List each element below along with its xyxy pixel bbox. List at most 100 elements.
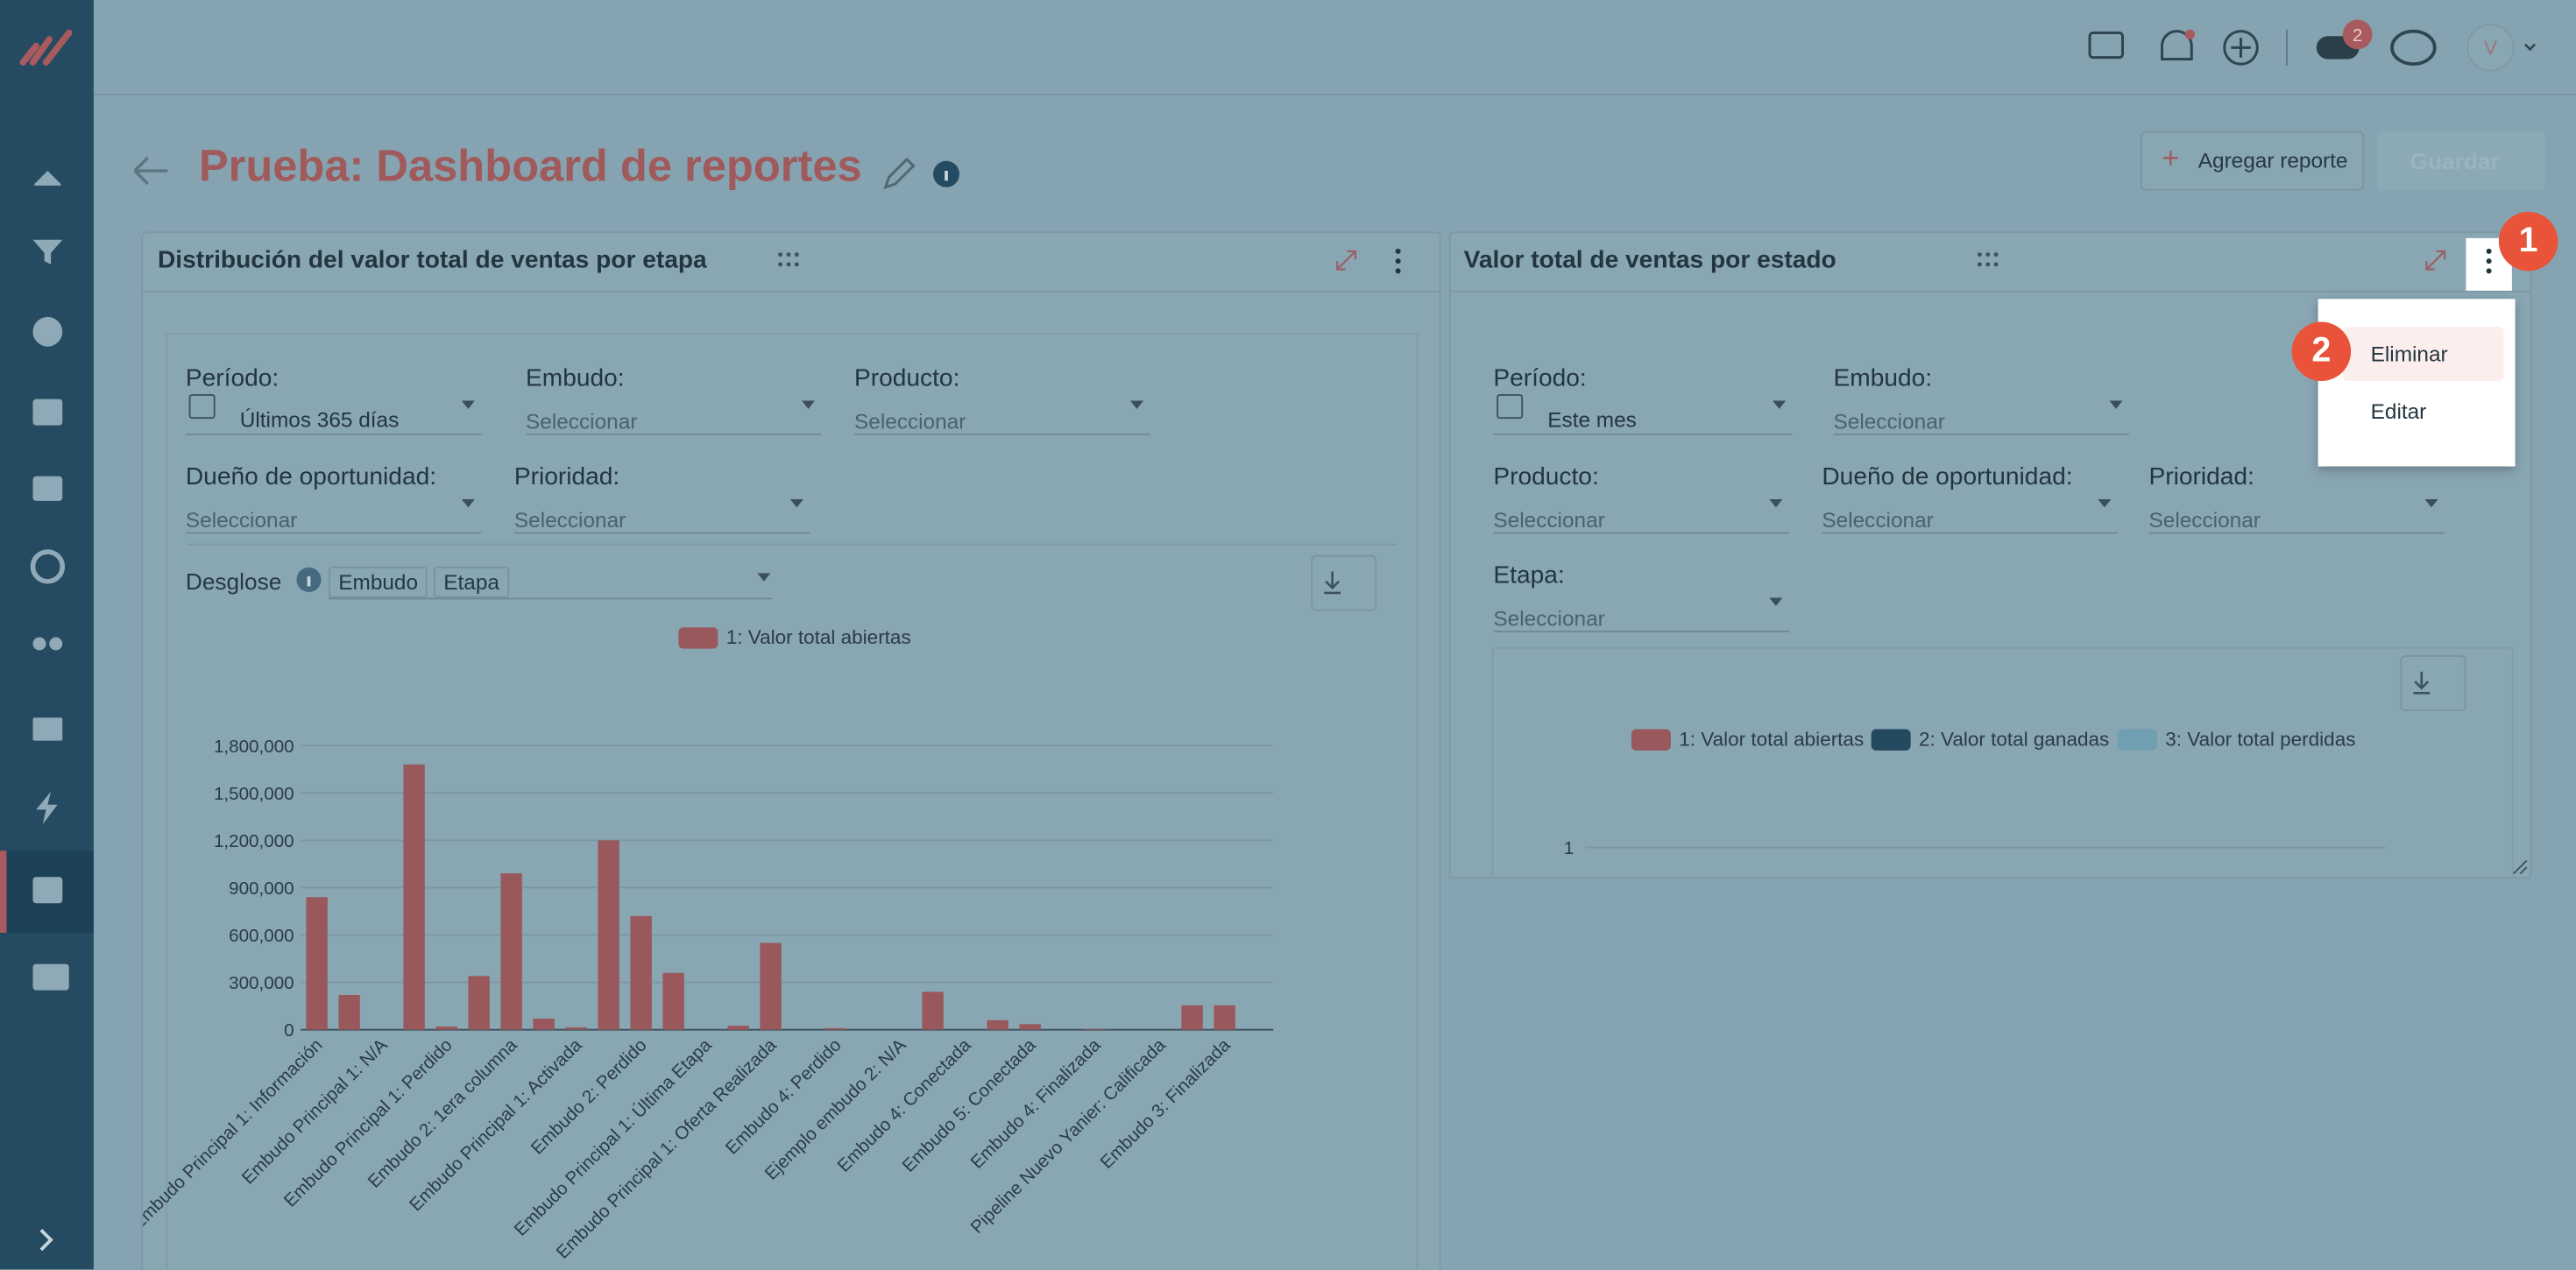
report-body <box>1491 646 2514 878</box>
filter-caret <box>1769 597 1783 606</box>
breakdown-caret <box>757 573 771 582</box>
add-report-button[interactable] <box>2141 131 2365 191</box>
filter-select[interactable]: Este mes <box>1547 407 1637 433</box>
download-button[interactable] <box>2400 655 2466 711</box>
bar <box>824 1027 846 1030</box>
filter-label: Prioridad: <box>513 462 620 491</box>
filter-underline <box>1493 532 1789 534</box>
calendar-icon <box>1497 394 1524 420</box>
legend-swatch <box>1631 729 1671 751</box>
support-icon[interactable] <box>2390 29 2437 66</box>
reports-icon[interactable] <box>32 316 63 347</box>
funnel-icon[interactable] <box>32 239 63 265</box>
filter-underline <box>185 532 482 534</box>
avatar-caret[interactable] <box>2523 43 2537 52</box>
legend-label: 1: Valor total abiertas <box>1679 728 1864 750</box>
expand-sidebar[interactable] <box>39 1229 53 1252</box>
filter-caret <box>461 400 475 409</box>
filters-divider <box>187 543 1397 546</box>
calendar-icon[interactable] <box>32 399 63 426</box>
breakdown-chip[interactable]: Etapa <box>434 566 510 598</box>
filter-caret <box>1130 400 1143 409</box>
bar <box>1214 1005 1235 1030</box>
breakdown-label: Desglose <box>185 568 282 595</box>
panel-title: Distribución del valor total de ventas p… <box>158 246 707 275</box>
dashboards-icon[interactable] <box>32 877 63 904</box>
menu-item-delete[interactable]: Eliminar <box>2370 342 2448 367</box>
bar <box>1019 1024 1041 1030</box>
breakdown-select[interactable] <box>329 565 773 600</box>
expand-icon[interactable] <box>1336 250 1356 271</box>
bar <box>987 1020 1008 1030</box>
filter-caret <box>461 499 475 508</box>
dashboard-title: Prueba: Dashboard de reportes <box>198 141 862 191</box>
y-tick-label: 1,200,000 <box>214 831 294 851</box>
target-icon[interactable] <box>30 549 66 584</box>
mail-icon[interactable] <box>32 717 63 741</box>
bar <box>727 1026 749 1030</box>
filter-caret <box>2098 499 2112 508</box>
filter-select[interactable]: Seleccionar <box>1493 507 1605 533</box>
panel-title: Valor total de ventas por estado <box>1463 246 1836 275</box>
drag-handle[interactable] <box>778 252 1999 267</box>
legend-label: 2: Valor total ganadas <box>1919 728 2109 750</box>
y-tick-label: 300,000 <box>229 973 294 993</box>
filter-caret <box>1769 499 1783 508</box>
messages-icon[interactable] <box>2088 32 2124 60</box>
bar <box>565 1027 587 1030</box>
filter-label: Período: <box>1493 364 1587 393</box>
avatar[interactable] <box>2466 24 2515 72</box>
chat-icon[interactable] <box>32 963 69 991</box>
filter-caret <box>2424 499 2438 508</box>
resize-handle[interactable] <box>2513 859 2528 875</box>
breakdown-info[interactable] <box>296 567 326 596</box>
filter-select[interactable]: Seleccionar <box>185 507 298 533</box>
filter-caret <box>1773 400 1787 409</box>
filter-label: Producto: <box>854 364 960 393</box>
filter-select[interactable]: Seleccionar <box>2148 507 2261 533</box>
download-button[interactable] <box>1311 554 1377 611</box>
filter-caret <box>802 400 815 409</box>
contacts-icon[interactable] <box>32 637 46 651</box>
active-marker <box>0 850 7 933</box>
right-chart: 1 1: Valor total abiertas 2: Valor total g… <box>1564 728 2386 858</box>
filter-select[interactable]: Seleccionar <box>1822 507 1934 533</box>
filter-label: Producto: <box>1493 462 1599 491</box>
topbar-icons: 2 V <box>2088 19 2537 72</box>
filter-label: Embudo: <box>526 364 625 393</box>
automation-icon[interactable] <box>36 791 58 825</box>
expand-icon[interactable] <box>2425 250 2446 271</box>
x-tick-label: Embudo 3: Finalizada <box>1096 1034 1235 1173</box>
bell-icon[interactable] <box>2161 30 2193 60</box>
filter-select[interactable]: Seleccionar <box>1493 605 1605 631</box>
filter-select[interactable]: Últimos 365 días <box>239 407 400 433</box>
y-tick-label: 1 <box>1564 838 1574 858</box>
back-button[interactable] <box>128 148 177 197</box>
filter-label: Período: <box>185 364 280 393</box>
filter-underline <box>526 434 822 435</box>
y-tick-label: 1,800,000 <box>214 737 294 757</box>
filter-select[interactable]: Seleccionar <box>526 408 638 434</box>
edit-icon[interactable] <box>883 157 916 190</box>
step-badge: 1 <box>2498 211 2558 272</box>
filter-label: Embudo: <box>1833 364 1933 393</box>
home-icon[interactable] <box>34 171 61 186</box>
bar <box>662 972 684 1030</box>
menu-item-edit[interactable]: Editar <box>2370 399 2427 424</box>
dropdown-menu <box>2318 299 2516 467</box>
notes-icon[interactable] <box>32 476 63 501</box>
x-tick-label: Embudo 2: Perdido <box>527 1035 651 1159</box>
filter-select[interactable]: Seleccionar <box>513 507 626 533</box>
y-tick-label: 600,000 <box>229 926 294 946</box>
save-button[interactable] <box>2377 131 2545 191</box>
legend-label: 1: Valor total abiertas <box>726 626 911 648</box>
filter-label: Prioridad: <box>2148 462 2254 491</box>
add-icon[interactable] <box>2223 30 2259 66</box>
bar <box>630 915 652 1030</box>
filter-select[interactable]: Seleccionar <box>854 408 966 434</box>
breakdown-chip[interactable]: Embudo <box>329 566 428 598</box>
filter-select[interactable]: Seleccionar <box>1833 408 1945 434</box>
add-report-plus: + <box>2162 141 2180 174</box>
filter-label: Dueño de oportunidad: <box>1822 462 2073 491</box>
